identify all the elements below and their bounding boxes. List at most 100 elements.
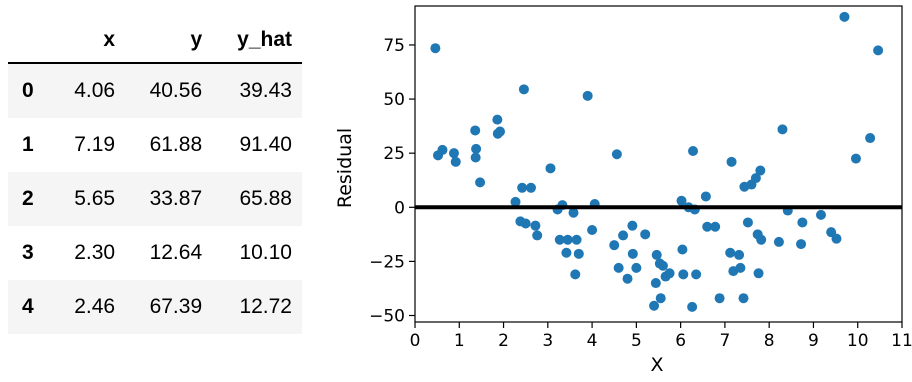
y-hat-cell: 39.43 <box>239 79 292 102</box>
x-cell: 2.30 <box>74 241 116 264</box>
scatter-point <box>518 84 529 95</box>
scatter-point <box>831 233 842 244</box>
scatter-point <box>471 143 482 154</box>
scatter-point <box>627 220 638 231</box>
scatter-point <box>568 207 579 218</box>
scatter-point <box>688 146 699 157</box>
scatter-point <box>582 90 593 101</box>
scatter-point <box>525 182 536 193</box>
scatter-point <box>725 247 736 258</box>
scatter-point <box>734 249 745 260</box>
scatter-point <box>448 148 459 159</box>
scatter-point <box>430 43 441 54</box>
scatter-point <box>773 236 784 247</box>
x-tick-label: 11 <box>891 331 912 351</box>
x-tick-label: 9 <box>808 331 819 351</box>
scatter-point <box>649 300 660 311</box>
scatter-point <box>545 163 556 174</box>
scatter-point <box>573 248 584 259</box>
y-axis-ticks: −50 −25 0 25 50 75 <box>369 36 415 327</box>
scatter-point <box>622 273 633 284</box>
table-row: 2 5.65 33.87 65.88 <box>8 172 302 226</box>
y-axis-label: Residual <box>334 128 356 208</box>
y-cell: 33.87 <box>149 187 203 210</box>
y-cell: 67.39 <box>149 295 203 318</box>
scatter-point <box>627 248 638 259</box>
scatter-point <box>710 221 721 232</box>
x-tick-label: 10 <box>847 331 869 351</box>
dataframe-table-panel: x y y_hat 0 4.06 40.56 39.43 1 7.19 61.8… <box>8 18 302 334</box>
scatter-point <box>753 268 764 279</box>
y-cell: 12.64 <box>149 241 203 264</box>
row-index: 1 <box>22 133 34 156</box>
x-tick-label: 3 <box>542 331 553 351</box>
table-row: 3 2.30 12.64 10.10 <box>8 226 302 280</box>
scatter-point <box>631 262 642 273</box>
scatter-point <box>700 191 711 202</box>
scatter-point <box>815 209 826 220</box>
table-row: 0 4.06 40.56 39.43 <box>8 63 302 118</box>
plot-frame <box>414 5 903 323</box>
index-column-header <box>8 18 52 64</box>
y-hat-cell: 65.88 <box>239 187 292 210</box>
scatter-point <box>650 278 661 289</box>
scatter-point <box>865 133 876 144</box>
scatter-point <box>561 247 572 258</box>
table-row: 4 2.46 67.39 12.72 <box>8 280 302 334</box>
dataframe-table: x y y_hat 0 4.06 40.56 39.43 1 7.19 61.8… <box>8 18 302 334</box>
scatter-point <box>495 126 506 137</box>
scatter-point <box>470 125 481 136</box>
row-index: 4 <box>22 295 34 318</box>
x-tick-label: 5 <box>631 331 642 351</box>
y-cell: 61.88 <box>149 133 203 156</box>
scatter-point <box>777 124 788 135</box>
scatter-point <box>475 177 486 188</box>
scatter-point <box>651 249 662 260</box>
residual-scatter-chart: 0 1 2 3 4 5 6 7 8 9 10 11 −50 −25 0 25 50 75 X Residual <box>325 0 912 377</box>
scatter-point <box>678 269 689 280</box>
scatter-point <box>520 218 531 229</box>
y-hat-cell: 12.72 <box>239 295 292 318</box>
scatter-point <box>742 217 753 228</box>
scatter-point <box>756 234 767 245</box>
scatter-point <box>437 144 448 155</box>
scatter-point <box>738 293 749 304</box>
scatter-point <box>618 230 629 241</box>
scatter-point <box>797 217 808 228</box>
x-tick-label: 8 <box>764 331 775 351</box>
scatter-point <box>796 239 807 250</box>
scatter-point <box>850 153 861 164</box>
scatter-point <box>726 156 737 167</box>
scatter-point <box>839 11 850 22</box>
scatter-point <box>676 195 687 206</box>
y-tick-label: 75 <box>383 36 405 56</box>
x-tick-label: 1 <box>454 331 465 351</box>
y-tick-label: 0 <box>394 198 405 218</box>
scatter-point <box>470 152 481 163</box>
scatter-point <box>571 234 582 245</box>
x-tick-label: 0 <box>410 331 421 351</box>
scatter-point <box>492 114 503 125</box>
x-cell: 4.06 <box>74 79 116 102</box>
row-index: 0 <box>22 79 34 102</box>
x-tick-label: 2 <box>498 331 509 351</box>
x-axis-label: X <box>650 354 663 376</box>
scatter-point <box>735 262 746 273</box>
y-tick-label: 25 <box>383 144 405 164</box>
scatter-point <box>517 182 528 193</box>
table-row: 1 7.19 61.88 91.40 <box>8 118 302 172</box>
scatter-point <box>691 269 702 280</box>
scatter-point <box>562 234 573 245</box>
scatter-point <box>657 260 668 271</box>
x-cell: 7.19 <box>74 133 116 156</box>
y-tick-label: 50 <box>383 90 405 110</box>
row-index: 3 <box>22 241 34 264</box>
scatter-point <box>755 165 766 176</box>
table-header-row: x y y_hat <box>8 18 302 64</box>
scatter-point <box>450 156 461 167</box>
scatter-point <box>714 293 725 304</box>
scatter-point <box>664 268 675 279</box>
scatter-point <box>532 230 543 241</box>
y-column-header: y <box>125 18 213 64</box>
x-cell: 5.65 <box>74 187 116 210</box>
